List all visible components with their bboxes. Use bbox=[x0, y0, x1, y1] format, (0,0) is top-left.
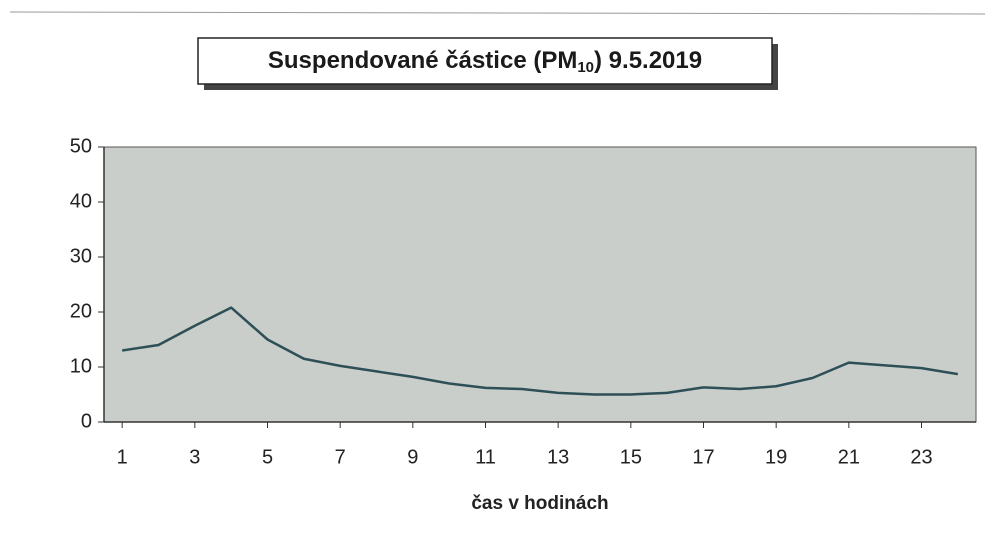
x-tick-label: 1 bbox=[117, 446, 128, 468]
plot-area bbox=[103, 146, 977, 423]
title-part: ) 9.5.2019 bbox=[594, 47, 702, 74]
x-tick-label: 3 bbox=[189, 446, 200, 468]
title-part: Suspendované částice (PM bbox=[268, 47, 577, 74]
x-tick-label: 15 bbox=[620, 446, 642, 468]
x-tick-label: 21 bbox=[838, 446, 860, 468]
y-tick-label: 30 bbox=[70, 245, 92, 267]
scan-edge bbox=[9, 11, 986, 15]
title-subscript: 10 bbox=[577, 59, 594, 76]
x-tick-label: 19 bbox=[765, 446, 787, 468]
x-tick-label: 23 bbox=[910, 446, 932, 468]
y-tick-label: 40 bbox=[70, 190, 92, 212]
x-tick-label: 11 bbox=[475, 446, 496, 468]
title-box bbox=[197, 37, 773, 85]
x-tick-label: 7 bbox=[335, 446, 346, 468]
y-tick-label: 20 bbox=[70, 300, 92, 322]
x-tick-label: 5 bbox=[262, 446, 273, 468]
y-tick-label: 10 bbox=[70, 355, 92, 377]
x-axis-label: čas v hodinách bbox=[471, 493, 608, 514]
chart-title: Suspendované částice (PM10) 9.5.2019 bbox=[268, 47, 702, 76]
y-tick-label: 50 bbox=[70, 135, 92, 157]
y-tick-label: 0 bbox=[81, 410, 92, 432]
x-tick-label: 9 bbox=[407, 446, 418, 468]
data-line bbox=[121, 306, 959, 396]
x-tick-label: 17 bbox=[692, 446, 714, 468]
x-tick-label: 13 bbox=[547, 446, 569, 468]
